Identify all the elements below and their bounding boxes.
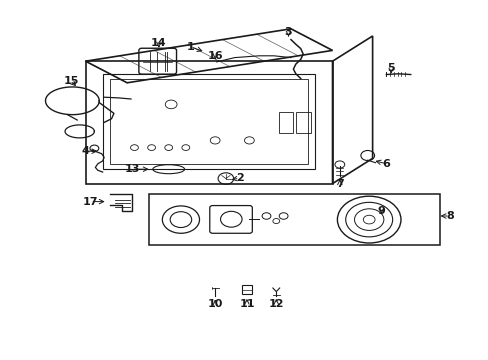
Text: 1: 1 — [186, 42, 194, 52]
Text: 4: 4 — [81, 146, 89, 156]
Text: 2: 2 — [235, 173, 243, 183]
Text: 15: 15 — [63, 76, 79, 86]
Text: 6: 6 — [382, 159, 389, 169]
Text: 12: 12 — [268, 299, 284, 309]
Text: 7: 7 — [335, 179, 343, 189]
Text: 10: 10 — [207, 299, 223, 309]
Text: 16: 16 — [207, 51, 223, 61]
Text: 3: 3 — [284, 27, 292, 37]
Text: 13: 13 — [124, 164, 140, 174]
Text: 5: 5 — [386, 63, 394, 73]
Text: 8: 8 — [445, 211, 453, 221]
Text: 11: 11 — [239, 299, 254, 309]
Text: 9: 9 — [377, 206, 385, 216]
Text: 17: 17 — [82, 197, 98, 207]
Text: 14: 14 — [151, 38, 166, 48]
